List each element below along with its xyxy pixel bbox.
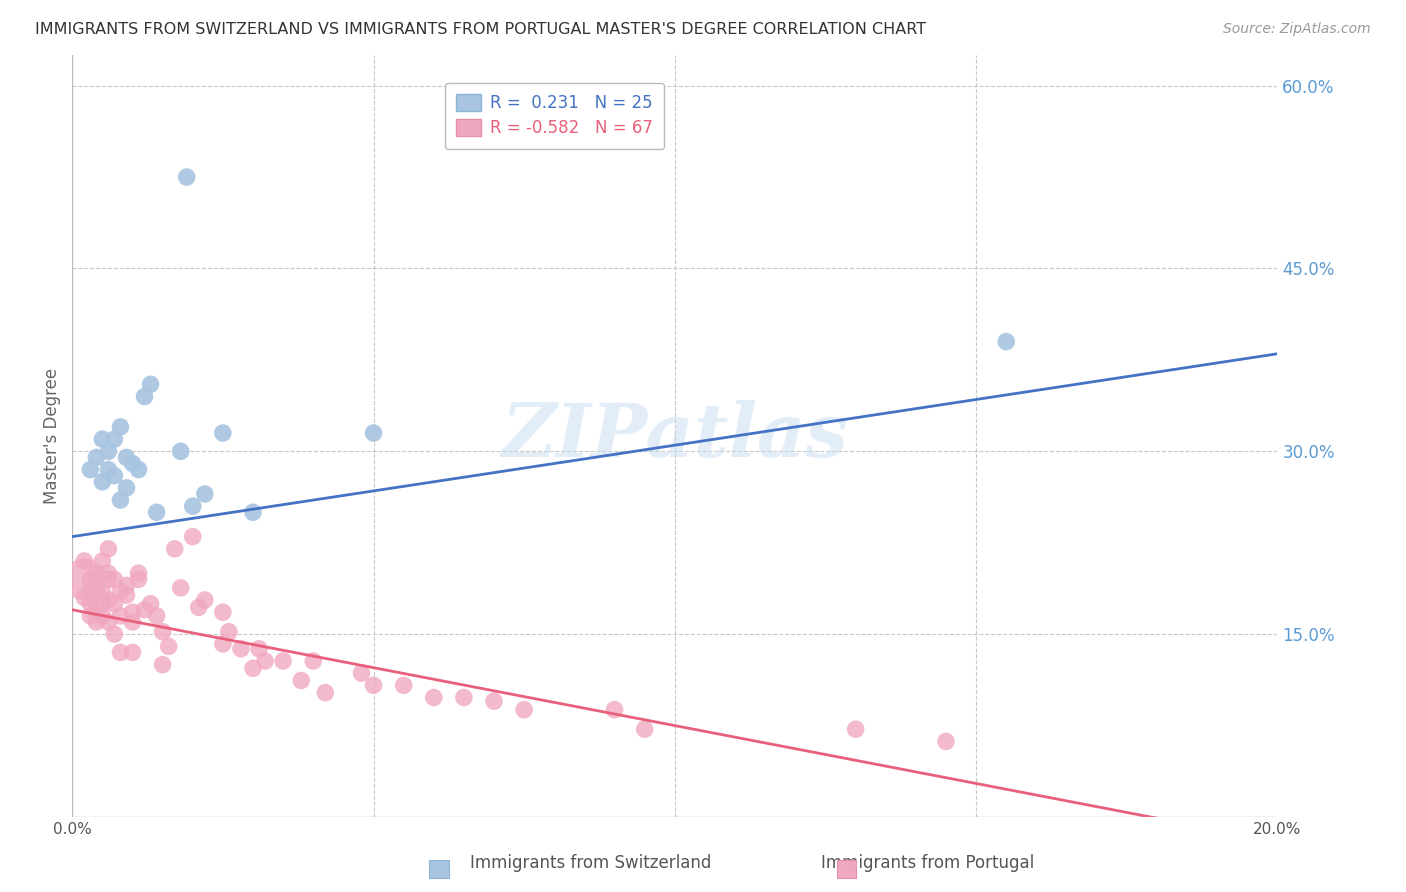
Point <box>453 690 475 705</box>
Point <box>423 690 446 705</box>
Point <box>152 657 174 672</box>
Point <box>139 597 162 611</box>
Point <box>86 566 108 581</box>
Point <box>91 554 114 568</box>
Point <box>79 597 101 611</box>
Point <box>212 605 235 619</box>
Text: IMMIGRANTS FROM SWITZERLAND VS IMMIGRANTS FROM PORTUGAL MASTER'S DEGREE CORRELAT: IMMIGRANTS FROM SWITZERLAND VS IMMIGRANT… <box>35 22 927 37</box>
Point <box>229 641 252 656</box>
Point <box>97 572 120 586</box>
Point <box>363 425 385 440</box>
Point <box>314 686 336 700</box>
Point <box>139 377 162 392</box>
Point <box>218 624 240 639</box>
Point <box>115 578 138 592</box>
Point <box>170 444 193 458</box>
Point <box>110 420 132 434</box>
Point <box>290 673 312 688</box>
Point <box>91 584 114 599</box>
Point <box>935 734 957 748</box>
Point <box>79 584 101 599</box>
Point <box>170 581 193 595</box>
Point <box>73 591 96 605</box>
Point <box>91 608 114 623</box>
Point <box>86 584 108 599</box>
Point <box>73 554 96 568</box>
Point <box>79 462 101 476</box>
Point <box>103 627 125 641</box>
Point <box>110 608 132 623</box>
Point <box>79 572 101 586</box>
Point <box>513 703 536 717</box>
Text: ZIPatlas: ZIPatlas <box>502 400 848 473</box>
Point <box>128 566 150 581</box>
Point <box>121 605 143 619</box>
Point <box>86 450 108 465</box>
Point <box>97 541 120 556</box>
Point <box>121 645 143 659</box>
Point <box>271 654 294 668</box>
Point <box>103 468 125 483</box>
Point <box>145 608 167 623</box>
Point <box>128 572 150 586</box>
Text: Immigrants from Portugal: Immigrants from Portugal <box>821 855 1035 872</box>
Point <box>181 530 204 544</box>
Point <box>194 487 217 501</box>
Point <box>86 578 108 592</box>
Point <box>157 640 180 654</box>
Point <box>212 637 235 651</box>
Point <box>242 661 264 675</box>
Point <box>110 584 132 599</box>
Point <box>145 505 167 519</box>
Point <box>995 334 1018 349</box>
Point <box>134 603 156 617</box>
Point <box>254 654 277 668</box>
Point <box>97 593 120 607</box>
Point <box>247 641 270 656</box>
Y-axis label: Master's Degree: Master's Degree <box>44 368 60 504</box>
Text: Source: ZipAtlas.com: Source: ZipAtlas.com <box>1223 22 1371 37</box>
Point <box>212 425 235 440</box>
Point <box>103 432 125 446</box>
Point <box>91 597 114 611</box>
Text: Immigrants from Switzerland: Immigrants from Switzerland <box>470 855 711 872</box>
Point <box>350 666 373 681</box>
Point <box>634 723 657 737</box>
Point <box>163 541 186 556</box>
Point <box>181 499 204 513</box>
Point <box>97 566 120 581</box>
Point <box>91 432 114 446</box>
Point <box>152 624 174 639</box>
Point <box>603 703 626 717</box>
Point <box>482 694 505 708</box>
Point <box>97 444 120 458</box>
Point <box>363 678 385 692</box>
Point <box>73 572 96 586</box>
Point <box>128 462 150 476</box>
Point <box>392 678 415 692</box>
Point <box>115 450 138 465</box>
Point <box>103 572 125 586</box>
Point <box>115 481 138 495</box>
Point <box>110 645 132 659</box>
Point <box>121 457 143 471</box>
Point <box>91 475 114 489</box>
Point <box>194 593 217 607</box>
Point <box>110 493 132 508</box>
Point <box>86 615 108 629</box>
Point <box>121 615 143 629</box>
Point <box>79 608 101 623</box>
Point <box>97 615 120 629</box>
Point <box>845 723 868 737</box>
Legend: R =  0.231   N = 25, R = -0.582   N = 67: R = 0.231 N = 25, R = -0.582 N = 67 <box>444 83 664 149</box>
Point <box>176 169 198 184</box>
Point <box>187 600 209 615</box>
Point <box>134 389 156 403</box>
Point <box>86 603 108 617</box>
Point <box>103 597 125 611</box>
Point <box>97 462 120 476</box>
Point <box>242 505 264 519</box>
Point <box>115 588 138 602</box>
Point <box>302 654 325 668</box>
